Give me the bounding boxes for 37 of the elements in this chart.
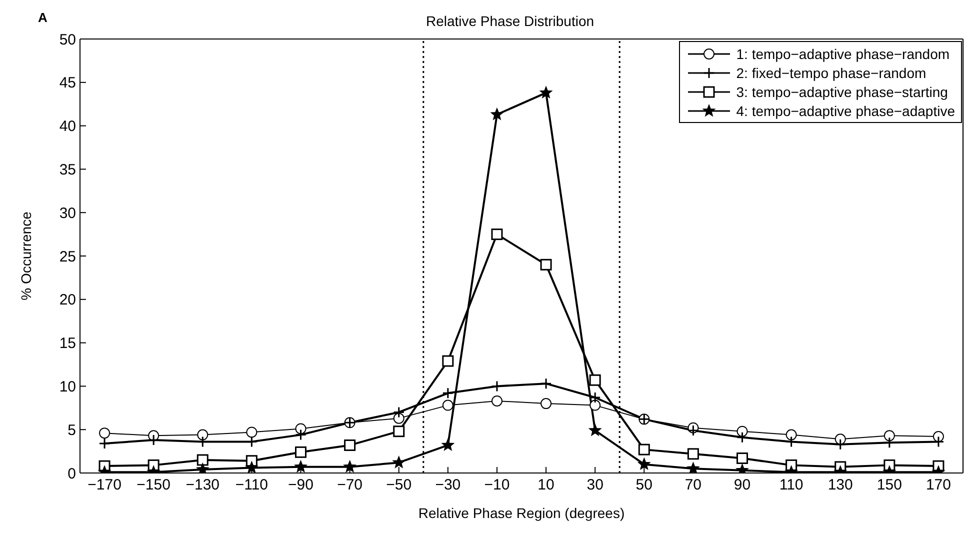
- x-tick-label: −150: [136, 476, 170, 494]
- x-tick-label: 150: [876, 476, 902, 494]
- x-tick-label: 90: [734, 476, 751, 494]
- y-axis-title: % Occurrence: [18, 211, 34, 300]
- y-tick-label: 15: [59, 335, 76, 352]
- x-tick-label: −110: [235, 476, 268, 494]
- y-tick-label: 50: [59, 31, 76, 48]
- x-tick-label: 170: [926, 476, 951, 494]
- y-tick-label: 45: [59, 74, 76, 92]
- y-tick-label: 35: [59, 162, 76, 179]
- x-tick-label: −170: [88, 476, 122, 494]
- y-tick-label: 30: [59, 204, 76, 222]
- x-axis-title: Relative Phase Region (degrees): [418, 505, 625, 521]
- x-tick-label: 30: [586, 476, 604, 494]
- legend-label: 1: tempo−adaptive phase−random: [736, 46, 950, 62]
- chart-title: Relative Phase Distribution: [426, 13, 594, 29]
- x-tick-label: −90: [288, 476, 314, 494]
- x-tick-label: 50: [636, 476, 652, 494]
- legend-label: 4: tempo−adaptive phase−adaptive: [736, 102, 955, 118]
- y-tick-label: 0: [68, 465, 76, 482]
- y-tick-label: 10: [59, 378, 76, 396]
- x-tick-label: 10: [538, 476, 554, 494]
- x-tick-label: −10: [484, 476, 510, 494]
- x-tick-label: 110: [779, 476, 804, 494]
- legend-label: 3: tempo−adaptive phase−starting: [736, 84, 948, 100]
- x-tick-label: −130: [186, 476, 220, 494]
- x-tick-label: −70: [337, 476, 363, 494]
- x-tick-label: 130: [828, 476, 853, 494]
- y-tick-label: 20: [59, 292, 76, 309]
- legend-label: 2: fixed−tempo phase−random: [736, 64, 926, 80]
- y-tick-label: 40: [59, 118, 76, 136]
- x-tick-label: −30: [435, 476, 461, 494]
- x-tick-label: 70: [684, 476, 702, 494]
- text: A: [38, 10, 48, 25]
- y-tick-label: 25: [59, 248, 76, 266]
- y-tick-label: 5: [68, 422, 76, 439]
- x-tick-label: −50: [386, 476, 412, 494]
